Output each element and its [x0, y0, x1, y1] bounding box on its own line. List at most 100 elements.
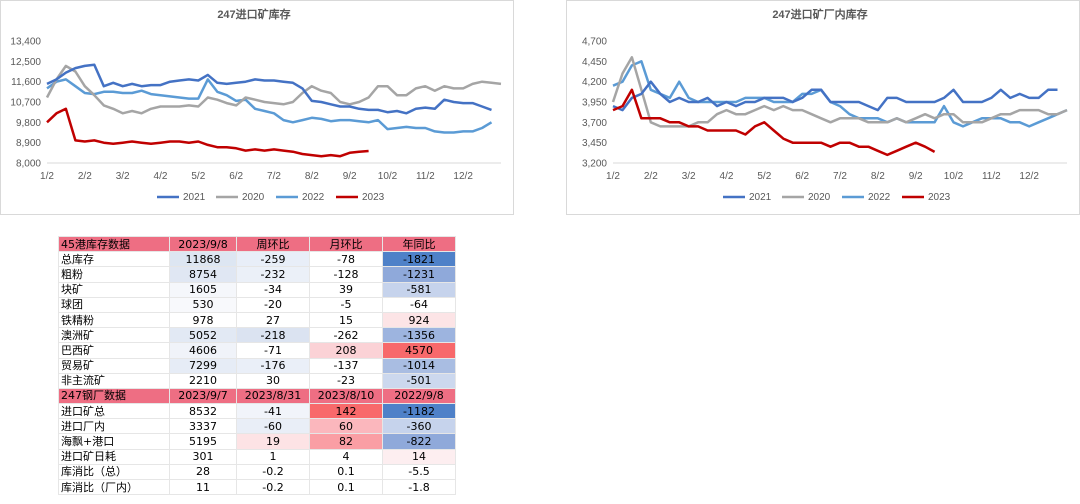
value-cell: -0.2 [236, 463, 310, 481]
y-tick-label: 10,700 [10, 98, 41, 109]
value-cell: 年同比 [382, 235, 456, 253]
x-tick-label: 10/2 [378, 171, 398, 182]
row-label-cell: 非主流矿 [58, 372, 170, 389]
chart-title: 247进口矿库存 [217, 7, 290, 21]
y-tick-label: 3,200 [582, 159, 607, 170]
value-cell: 4606 [169, 342, 237, 359]
row-label-cell: 粗粉 [58, 266, 170, 283]
table-row: 块矿 1605 -34 39 -581 [58, 281, 456, 298]
y-tick-label: 3,450 [582, 138, 607, 149]
y-tick-label: 12,500 [10, 57, 41, 68]
x-tick-label: 8/2 [305, 171, 319, 182]
y-tick-label: 11,600 [11, 77, 41, 88]
y-tick-label: 8,000 [16, 159, 41, 170]
table-row: 进口矿总 8532 -41 142 -1182 [58, 403, 456, 420]
x-tick-label: 4/2 [154, 171, 168, 182]
x-tick-label: 9/2 [343, 171, 357, 182]
value-cell: 11868 [169, 251, 237, 268]
table-row: 非主流矿 2210 30 -23 -501 [58, 372, 456, 389]
table-row: 海飘+港口 5195 19 82 -822 [58, 433, 456, 450]
value-cell: 19 [236, 433, 310, 450]
value-cell: -20 [236, 296, 310, 313]
series-line-2020 [45, 64, 502, 115]
value-cell: -0.2 [236, 478, 310, 496]
value-cell: 月环比 [309, 235, 383, 253]
x-tick-label: 5/2 [191, 171, 205, 182]
row-label-cell: 进口矿日耗 [58, 448, 170, 465]
value-cell: 2022/9/8 [382, 387, 456, 405]
row-label-cell: 块矿 [58, 281, 170, 298]
value-cell: -137 [309, 357, 383, 374]
row-label-cell: 铁精粉 [58, 311, 170, 329]
y-tick-label: 4,450 [582, 57, 607, 68]
y-tick-label: 4,200 [582, 77, 607, 88]
x-tick-label: 7/2 [267, 171, 281, 182]
value-cell: -1014 [382, 357, 456, 374]
row-label-cell: 总库存 [58, 251, 170, 268]
legend-label-2023: 2023 [362, 192, 385, 203]
row-label-cell: 库消比（厂内） [58, 478, 170, 496]
table-header-row: 45港库存数据 2023/9/8 周环比 月环比 年同比 [58, 235, 456, 253]
value-cell: -5 [309, 296, 383, 313]
table-row: 库消比（厂内） 11 -0.2 0.1 -1.8 [58, 478, 456, 496]
y-tick-label: 4,700 [582, 37, 607, 48]
series-line-2023 [46, 107, 369, 158]
y-tick-label: 9,800 [16, 118, 41, 129]
value-cell: 5052 [169, 327, 237, 344]
chart-title: 247进口矿厂内库存 [772, 7, 867, 21]
value-cell: 14 [382, 448, 456, 465]
legend-label-2022: 2022 [868, 192, 891, 203]
value-cell: -1821 [382, 251, 456, 268]
x-tick-label: 3/2 [116, 171, 130, 182]
value-cell: -60 [236, 418, 310, 435]
value-cell: 周环比 [236, 235, 310, 253]
row-label-cell: 进口厂内 [58, 418, 170, 435]
value-cell: 60 [309, 418, 383, 435]
x-tick-label: 6/2 [795, 171, 809, 182]
row-label-cell: 45港库存数据 [58, 235, 170, 253]
table-row: 球团 530 -20 -5 -64 [58, 296, 456, 313]
legend-label-2020: 2020 [808, 192, 831, 203]
table-row: 巴西矿 4606 -71 208 4570 [58, 342, 456, 359]
x-tick-label: 1/2 [40, 171, 54, 182]
value-cell: 2023/8/31 [236, 387, 310, 405]
x-tick-label: 5/2 [757, 171, 771, 182]
value-cell: 15 [309, 311, 383, 329]
value-cell: 8532 [169, 403, 237, 420]
table-row: 进口厂内 3337 -60 60 -360 [58, 418, 456, 435]
x-tick-label: 3/2 [682, 171, 696, 182]
series-line-2022 [46, 78, 493, 134]
legend-label-2022: 2022 [302, 192, 325, 203]
value-cell: 0.1 [309, 463, 383, 481]
chart-import-ore-plant-inventory: 247进口矿厂内库存 4,700 4,450 4,200 3,950 3,700 3,450… [566, 0, 1080, 215]
value-cell: 530 [169, 296, 237, 313]
row-label-cell: 球团 [58, 296, 170, 313]
value-cell: 1 [236, 448, 310, 465]
value-cell: 4 [309, 448, 383, 465]
row-label-cell: 巴西矿 [58, 342, 170, 359]
value-cell: -232 [236, 266, 310, 283]
series-line-2022 [612, 60, 1068, 128]
value-cell: 82 [309, 433, 383, 450]
value-cell: 39 [309, 281, 383, 298]
value-cell: -259 [236, 251, 310, 268]
value-cell: 142 [309, 403, 383, 420]
row-label-cell: 247钢厂数据 [58, 387, 170, 405]
value-cell: 924 [382, 311, 456, 329]
row-label-cell: 澳洲矿 [58, 327, 170, 344]
row-label-cell: 库消比（总） [58, 463, 170, 481]
x-tick-label: 4/2 [720, 171, 734, 182]
row-label-cell: 贸易矿 [58, 357, 170, 374]
value-cell: -176 [236, 357, 310, 374]
y-tick-label: 3,700 [582, 118, 607, 129]
table-row: 粗粉 8754 -232 -128 -1231 [58, 266, 456, 283]
value-cell: -501 [382, 372, 456, 389]
value-cell: -822 [382, 433, 456, 450]
x-tick-label: 2/2 [644, 171, 658, 182]
chart-import-ore-inventory: 247进口矿库存 13,400 12,500 11,600 10,700 9,800 8,9… [0, 0, 514, 215]
value-cell: 3337 [169, 418, 237, 435]
table-row: 总库存 11868 -259 -78 -1821 [58, 251, 456, 268]
x-tick-label: 6/2 [229, 171, 243, 182]
x-tick-label: 11/2 [416, 171, 435, 182]
value-cell: -34 [236, 281, 310, 298]
